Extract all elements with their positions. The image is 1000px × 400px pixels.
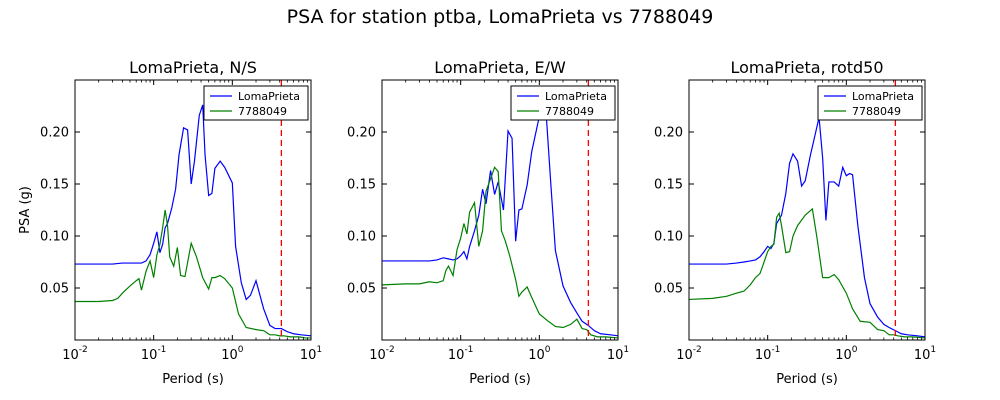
figure-title: PSA for station ptba, LomaPrieta vs 7788… (287, 6, 714, 28)
legend-label: 7788049 (545, 105, 594, 118)
legend: LomaPrieta 7788049 (510, 85, 616, 121)
y-tick-label: 0.20 (347, 126, 376, 141)
legend-label: LomaPrieta (238, 90, 300, 103)
y-tick-label: 0.10 (40, 230, 69, 245)
chart-panel-3: LomaPrieta, rotd50 0.05 0.10 0.15 0.20 10-2 10… (654, 58, 936, 387)
chart-title: LomaPrieta, E/W (434, 58, 566, 77)
series-line-lomaprieta (382, 102, 618, 337)
legend-box (817, 85, 923, 121)
legend-box (510, 85, 616, 121)
plot-frame (381, 79, 619, 341)
y-tick-label: 0.15 (40, 178, 69, 193)
x-tick-label: 100 (221, 345, 244, 363)
series-line-7788049 (689, 207, 925, 339)
x-tick-label: 100 (528, 345, 551, 363)
x-axis-label: Period (s) (776, 372, 838, 387)
y-tick-label: 0.20 (654, 126, 683, 141)
x-tick-label: 10-2 (676, 345, 702, 363)
y-tick-label: 0.15 (347, 178, 376, 193)
legend-label: 7788049 (852, 105, 901, 118)
legend-label: LomaPrieta (545, 90, 607, 103)
plot-frame (74, 79, 312, 341)
chart-panel-1: LomaPrieta, N/S 0.05 0.10 0.15 0.20 10-2 10-1 1… (18, 58, 322, 387)
y-tick-label: 0.20 (40, 126, 69, 141)
chart-title: LomaPrieta, N/S (129, 58, 257, 77)
y-tick-label: 0.10 (347, 230, 376, 245)
legend-box (203, 85, 309, 121)
legend: LomaPrieta 7788049 (203, 85, 309, 121)
series-line-lomaprieta (75, 104, 311, 337)
legend: LomaPrieta 7788049 (817, 85, 923, 121)
series-line-7788049 (75, 209, 311, 339)
x-tick-label: 100 (835, 345, 858, 363)
x-tick-label: 101 (607, 345, 629, 363)
x-tick-label: 101 (300, 345, 322, 363)
series-line-lomaprieta (689, 117, 925, 338)
x-tick-label: 101 (914, 345, 936, 363)
y-tick-label: 0.15 (654, 178, 683, 193)
legend-label: LomaPrieta (852, 90, 914, 103)
x-tick-label: 10-2 (369, 345, 395, 363)
x-tick-label: 10-2 (62, 345, 88, 363)
x-axis-label: Period (s) (469, 372, 531, 387)
chart-title: LomaPrieta, rotd50 (730, 58, 883, 77)
x-tick-label: 10-1 (448, 345, 474, 363)
y-tick-label: 0.05 (347, 282, 376, 297)
panels: LomaPrieta, N/S 0.05 0.10 0.15 0.20 10-2 10-1 1… (18, 58, 936, 387)
x-tick-label: 10-1 (755, 345, 781, 363)
x-axis-label: Period (s) (162, 372, 224, 387)
y-axis-label: PSA (g) (18, 186, 33, 234)
y-tick-label: 0.05 (654, 282, 683, 297)
y-tick-label: 0.05 (40, 282, 69, 297)
legend-label: 7788049 (238, 105, 287, 118)
plot-frame (688, 79, 926, 341)
x-tick-label: 10-1 (141, 345, 167, 363)
y-tick-label: 0.10 (654, 230, 683, 245)
chart-panel-2: LomaPrieta, E/W 0.05 0.10 0.15 0.20 10-2 10-1 1… (347, 58, 629, 387)
series-line-7788049 (382, 166, 618, 339)
